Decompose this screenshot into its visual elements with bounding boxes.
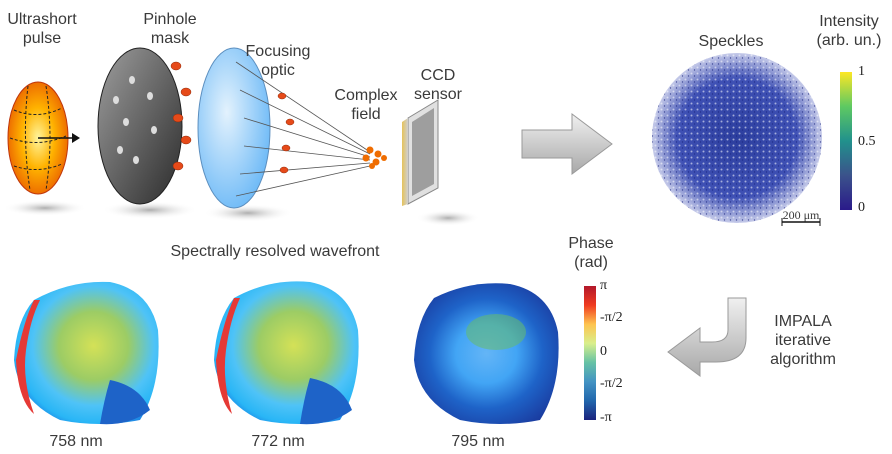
ccd-sensor-label: CCD sensor (410, 66, 466, 104)
label-line: IMPALA (774, 313, 832, 330)
intensity-tick-0: 0 (858, 200, 865, 215)
wavelength-795-label: 795 nm (451, 433, 505, 450)
mask-shadow (102, 201, 198, 219)
wavelength-772-label: 772 nm (251, 433, 305, 450)
label-line: iterative (774, 332, 832, 349)
label-line: Focusing (245, 43, 311, 60)
complex-field-label: Complex field (326, 86, 406, 124)
phase-tick-neg-pi: -π (600, 410, 612, 425)
label-line: Phase (568, 235, 614, 252)
intensity-label: Intensity (arb. un.) (806, 12, 892, 50)
wavelength-758-label: 758 nm (49, 433, 103, 450)
label-line: (arb. un.) (816, 32, 882, 49)
lens-shadow (203, 204, 293, 222)
lens-beamlets (277, 92, 295, 174)
wavefront-758 (14, 281, 159, 425)
spectral-title: Spectrally resolved wavefront (170, 243, 380, 260)
scale-bar (781, 218, 821, 226)
intensity-tick-0-5: 0.5 (858, 134, 876, 149)
label-line: Ultrashort (7, 11, 77, 28)
algorithm-label: IMPALA iterative algorithm (748, 312, 858, 369)
pinhole-mask-label: Pinhole mask (140, 10, 200, 48)
speckles-label: Speckles (698, 33, 764, 50)
pulse-shadow (3, 200, 87, 216)
right-arrow-icon (521, 113, 613, 175)
intensity-tick-1: 1 (858, 64, 865, 79)
ccd-shadow (416, 210, 480, 226)
ccd-sensor-device (402, 99, 439, 206)
label-line: Complex (334, 87, 398, 104)
ultrashort-pulse-label: Ultrashort pulse (4, 10, 80, 48)
label-line: optic (261, 62, 295, 79)
phase-tick-neg-half-pi-upper: -π/2 (600, 310, 623, 325)
label-line: Pinhole (143, 11, 197, 28)
phase-colorbar (584, 286, 596, 420)
label-line: mask (150, 30, 190, 47)
wavefront-772 (214, 281, 359, 425)
label-line: Intensity (819, 13, 879, 30)
focused-rays (235, 61, 371, 197)
label-line: (rad) (574, 254, 608, 271)
scale-bar-label: 200 μm (782, 208, 820, 222)
focusing-lens (197, 47, 271, 209)
speckle-pattern (652, 53, 822, 223)
focusing-optic-label: Focusing optic (238, 42, 318, 80)
intensity-colorbar (840, 72, 852, 210)
wavefront-795 (414, 283, 559, 424)
label-line: field (351, 106, 381, 123)
propagation-arrow-icon (38, 133, 80, 143)
label-line: algorithm (770, 351, 836, 368)
label-line: sensor (413, 86, 463, 103)
beamlets (170, 61, 192, 171)
phase-tick-zero: 0 (600, 344, 607, 359)
label-line: pulse (22, 30, 62, 47)
phase-tick-neg-half-pi-lower: -π/2 (600, 376, 623, 391)
label-line: CCD (420, 67, 456, 84)
phase-label: Phase (rad) (558, 234, 624, 272)
complex-field-spot (362, 146, 387, 169)
phase-tick-pi: π (600, 278, 608, 293)
pinhole-mask-disc (97, 47, 183, 205)
curved-arrow-icon (667, 297, 747, 377)
